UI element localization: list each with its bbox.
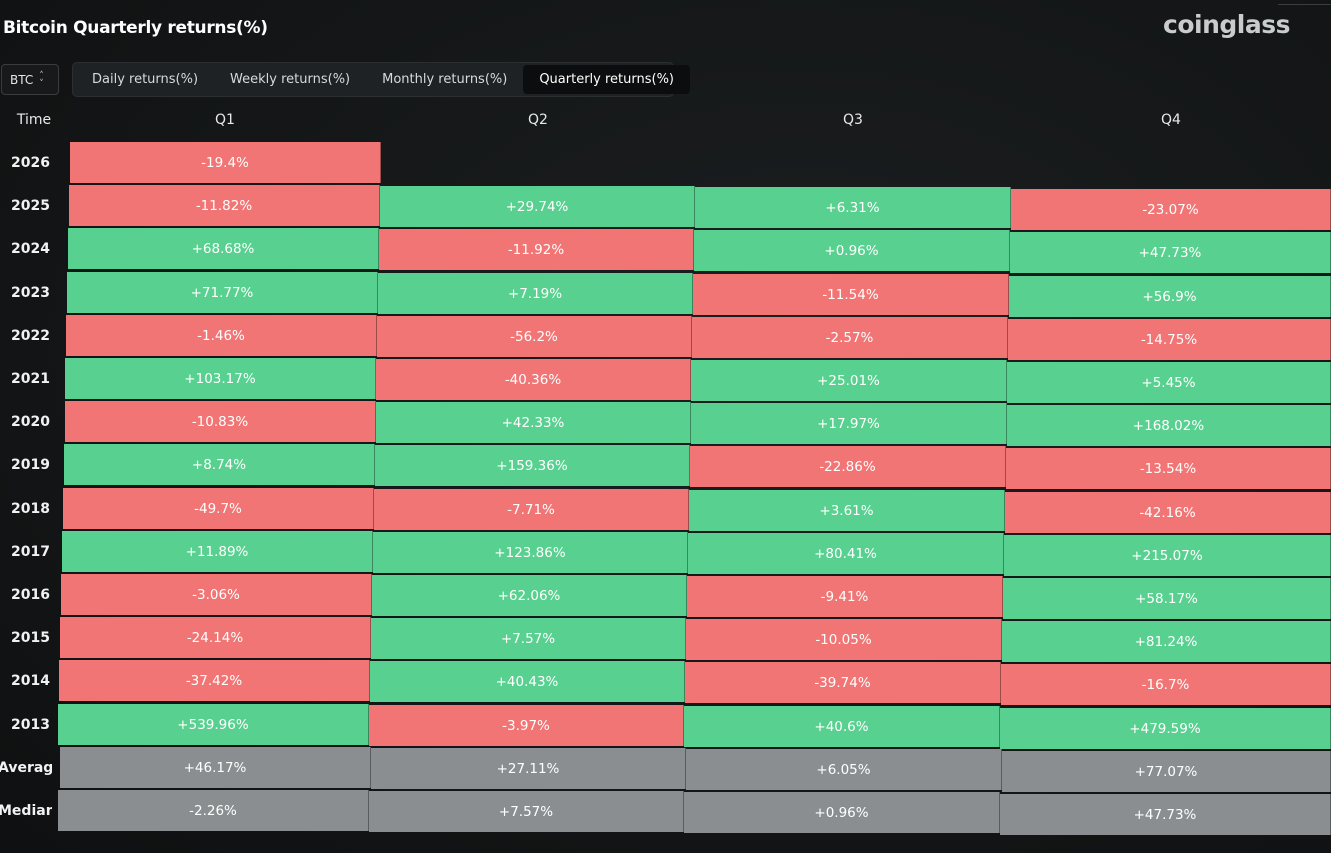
return-cell: +103.17% — [65, 358, 376, 399]
stat-label: Median — [0, 803, 52, 819]
header-q3: Q3 — [843, 112, 863, 128]
stat-cell: +46.17% — [60, 747, 371, 788]
return-cell: -40.36% — [376, 359, 691, 400]
return-cell: +62.06% — [372, 575, 687, 616]
stat-cell: -2.26% — [58, 790, 369, 831]
year-label: 2020 — [11, 414, 50, 430]
return-cell: -19.4% — [70, 142, 381, 183]
year-label: 2017 — [11, 544, 50, 560]
year-label: 2015 — [11, 630, 50, 646]
year-label: 2018 — [11, 501, 50, 517]
chevron-up-down-icon: ˄ ˅ — [39, 70, 44, 89]
year-label: 2025 — [11, 198, 50, 214]
header-q2: Q2 — [528, 112, 548, 128]
return-cell: +80.41% — [688, 533, 1004, 574]
return-cell: -39.74% — [685, 662, 1001, 703]
return-cell: -2.57% — [692, 317, 1008, 358]
top-divider — [1278, 4, 1331, 5]
return-cell: +7.19% — [378, 273, 693, 314]
return-cell: +123.86% — [373, 532, 688, 573]
year-label: 2026 — [11, 155, 50, 171]
header-q1: Q1 — [215, 112, 235, 128]
tab-weekly-returns[interactable]: Weekly returns(%) — [230, 72, 351, 87]
tab-monthly-returns[interactable]: Monthly returns(%) — [382, 72, 508, 87]
return-cell: +479.59% — [1000, 708, 1331, 749]
return-cell: +8.74% — [64, 444, 375, 485]
return-cell: +68.68% — [68, 228, 379, 269]
year-label: 2022 — [11, 328, 50, 344]
stat-cell: +47.73% — [1000, 794, 1331, 835]
coin-select[interactable]: BTC ˄ ˅ — [1, 64, 59, 95]
return-cell: +56.9% — [1009, 276, 1331, 317]
stat-cell: +7.57% — [369, 791, 684, 832]
return-cell: +29.74% — [380, 186, 695, 227]
return-cell: +3.61% — [689, 490, 1005, 531]
year-label: 2016 — [11, 587, 50, 603]
return-cell: +81.24% — [1002, 621, 1331, 662]
return-cell: -16.7% — [1001, 664, 1331, 705]
return-cell: +0.96% — [694, 230, 1010, 271]
stat-cell: +27.11% — [371, 748, 686, 789]
return-cell: +215.07% — [1004, 535, 1331, 576]
return-cell: -9.41% — [687, 576, 1003, 617]
return-cell: -3.06% — [61, 574, 372, 615]
return-cell: +7.57% — [371, 618, 686, 659]
return-cell: -56.2% — [377, 316, 692, 357]
return-cell: +168.02% — [1007, 405, 1331, 446]
stat-cell: +6.05% — [686, 749, 1002, 790]
return-cell: -7.71% — [374, 489, 689, 530]
return-cell: +58.17% — [1003, 578, 1331, 619]
return-cell: -49.7% — [63, 488, 374, 529]
returns-tabs: Daily returns(%) Weekly returns(%) Month… — [72, 62, 691, 97]
return-cell: +71.77% — [67, 272, 378, 313]
brand-logo: coinglass — [1163, 10, 1290, 39]
header-time: Time — [16, 112, 52, 128]
tab-quarterly-returns[interactable]: Quarterly returns(%) — [523, 65, 691, 94]
return-cell: +5.45% — [1007, 362, 1331, 403]
return-cell: -23.07% — [1011, 189, 1331, 230]
year-label: 2024 — [11, 241, 50, 257]
return-cell: -1.46% — [66, 315, 377, 356]
return-cell: -3.97% — [369, 705, 684, 746]
year-label: 2019 — [11, 457, 50, 473]
return-cell: +42.33% — [376, 402, 691, 443]
return-cell: -14.75% — [1008, 319, 1331, 360]
return-cell: -42.16% — [1005, 492, 1331, 533]
return-cell: -37.42% — [59, 660, 370, 701]
return-cell: +25.01% — [691, 360, 1007, 401]
return-cell: -13.54% — [1006, 448, 1331, 489]
return-cell: -10.83% — [65, 401, 376, 442]
return-cell: +11.89% — [62, 531, 373, 572]
return-cell: -10.05% — [686, 619, 1002, 660]
stat-label: Average — [0, 760, 52, 776]
page-title: Bitcoin Quarterly returns(%) — [3, 18, 268, 38]
stat-cell: +0.96% — [684, 792, 1000, 833]
stat-cell: +77.07% — [1002, 751, 1331, 792]
return-cell: -11.82% — [69, 185, 380, 226]
return-cell: +539.96% — [58, 704, 369, 745]
return-cell: -11.92% — [379, 229, 694, 270]
return-cell: +6.31% — [695, 187, 1011, 228]
header-q4: Q4 — [1161, 112, 1181, 128]
return-cell: -22.86% — [690, 446, 1006, 487]
year-label: 2021 — [11, 371, 50, 387]
year-label: 2014 — [11, 673, 50, 689]
tab-daily-returns[interactable]: Daily returns(%) — [92, 72, 199, 87]
return-cell: +40.6% — [684, 706, 1000, 747]
return-cell: -24.14% — [60, 617, 371, 658]
coin-select-value: BTC — [10, 72, 34, 87]
return-cell: +17.97% — [691, 403, 1007, 444]
year-label: 2023 — [11, 285, 50, 301]
return-cell: +40.43% — [370, 661, 685, 702]
return-cell: +47.73% — [1010, 232, 1331, 273]
return-cell: -11.54% — [693, 274, 1009, 315]
year-label: 2013 — [11, 717, 50, 733]
return-cell: +159.36% — [375, 445, 690, 486]
